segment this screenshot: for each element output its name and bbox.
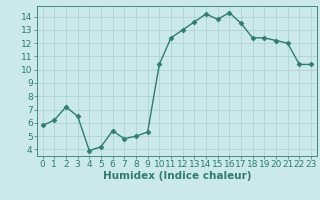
- X-axis label: Humidex (Indice chaleur): Humidex (Indice chaleur): [102, 171, 251, 181]
